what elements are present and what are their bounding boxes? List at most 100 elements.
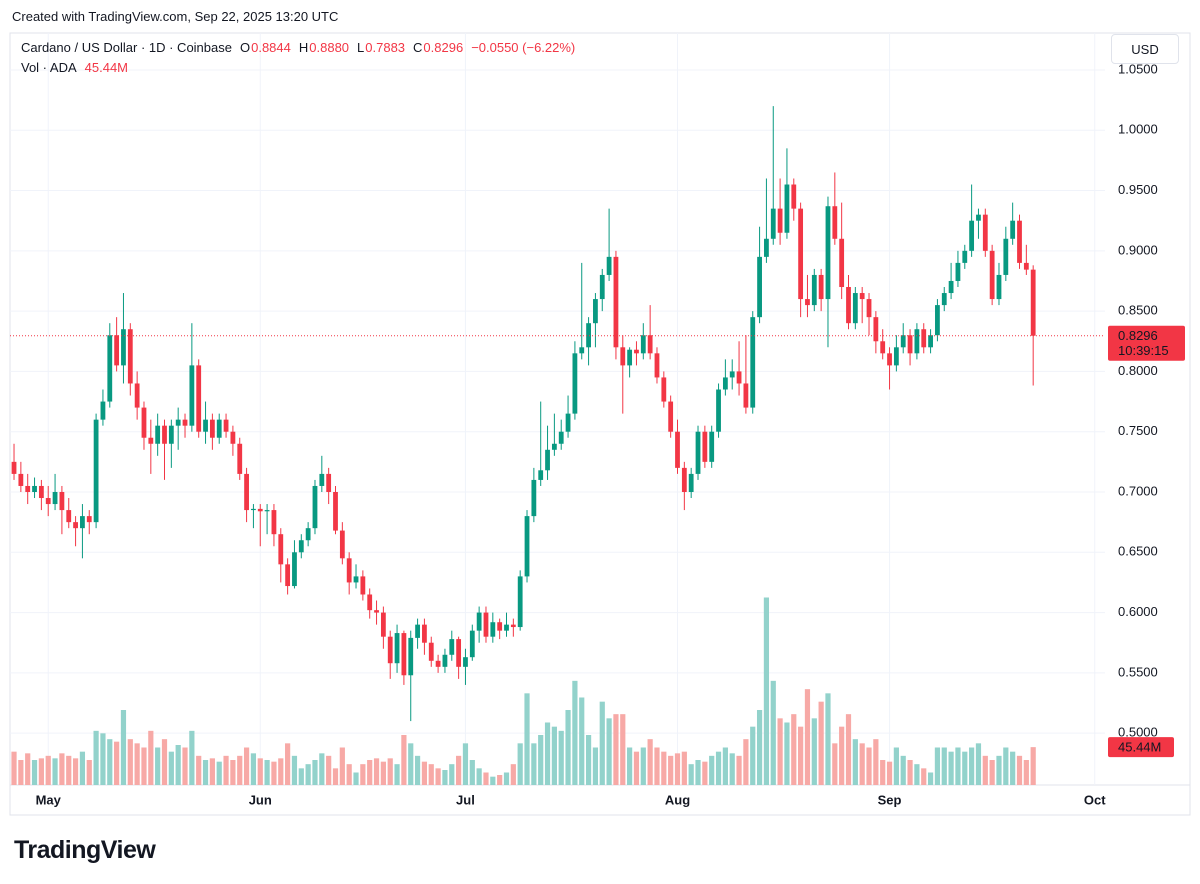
candle-body <box>134 383 140 408</box>
candle-body <box>777 208 783 233</box>
candle-body <box>935 305 940 336</box>
volume-bar <box>18 760 24 785</box>
candle-body <box>989 250 995 300</box>
candle-body <box>305 528 311 541</box>
volume-bar <box>750 726 756 785</box>
volume-bar <box>367 760 373 785</box>
volume-label: Vol · ADA <box>21 60 77 75</box>
volume-bar <box>414 755 421 785</box>
volume-bar <box>510 764 516 785</box>
candle-body <box>565 413 571 432</box>
volume-bar <box>250 753 257 785</box>
ohlc-label: O <box>239 40 251 55</box>
volume-bar <box>1003 747 1009 785</box>
candle-body <box>736 371 742 384</box>
candle-body <box>770 208 776 239</box>
volume-bar <box>722 747 728 785</box>
y-tick-label: 0.9000 <box>1118 242 1158 257</box>
candle-body <box>955 262 961 281</box>
y-tick-label: 0.7000 <box>1118 483 1158 498</box>
y-tick-label: 0.9500 <box>1118 182 1158 197</box>
volume-bar <box>633 751 640 785</box>
candle-body <box>80 516 85 529</box>
volume-bar <box>421 761 428 785</box>
volume-bar <box>729 753 735 785</box>
volume-bar <box>189 730 195 785</box>
candle-body <box>428 642 434 661</box>
ohlc-value: 0.8880 <box>309 40 350 55</box>
price-label: 0.8296 <box>1118 328 1158 343</box>
candle-body <box>866 299 872 318</box>
volume-bar <box>380 761 386 785</box>
volume-bar <box>695 760 701 785</box>
volume-bar <box>339 747 345 785</box>
candle-body <box>606 256 612 275</box>
candle-body <box>237 443 243 474</box>
candle-body <box>586 323 591 348</box>
volume-bar <box>777 718 783 785</box>
candle-body <box>415 624 420 638</box>
candle-body <box>996 274 1002 300</box>
candle-body <box>422 624 427 643</box>
candle-body <box>627 349 633 366</box>
ohlc-label: L <box>357 40 365 55</box>
volume-bar <box>312 760 318 785</box>
volume-bar <box>360 764 366 785</box>
volume-bar <box>681 751 687 785</box>
legend: Cardano / US Dollar · 1D · Coinbase O 0.8… <box>21 40 575 55</box>
volume-bar <box>893 747 899 785</box>
candle-body <box>127 329 133 384</box>
volume-bar <box>394 764 400 785</box>
candle-body <box>764 238 769 257</box>
ohlc-value: 0.7883 <box>365 40 406 55</box>
candle-body <box>640 335 646 354</box>
volume-bar <box>784 722 790 785</box>
candle-body <box>887 353 892 366</box>
candle-body <box>852 293 858 324</box>
candle-body <box>100 401 106 420</box>
candle-body <box>25 485 31 492</box>
y-tick-label: 0.6500 <box>1118 544 1158 559</box>
volume-bar <box>387 758 393 785</box>
candle-body <box>846 287 851 324</box>
volume-bar <box>585 735 592 785</box>
volume-bar <box>503 772 510 785</box>
volume-bar <box>435 768 441 785</box>
candle-body <box>558 431 564 444</box>
volume-bar <box>798 726 804 785</box>
candle-body <box>326 473 332 492</box>
volume-bar <box>579 697 585 785</box>
volume-bar <box>243 747 250 785</box>
volume-bar <box>148 730 154 785</box>
volume-bar <box>120 710 127 785</box>
candle-body <box>647 335 653 354</box>
candle-body <box>839 238 845 288</box>
volume-bar <box>804 689 811 785</box>
candle-body <box>346 558 352 583</box>
y-tick-label: 0.8500 <box>1118 303 1158 318</box>
candle-body <box>880 341 886 354</box>
volume-bar <box>811 718 817 785</box>
candle-body <box>490 622 496 637</box>
candle-body <box>264 510 270 512</box>
currency-button[interactable]: USD <box>1111 34 1179 64</box>
candle-body <box>716 389 721 432</box>
candle-body <box>114 335 120 366</box>
candle-body <box>750 317 756 408</box>
volume-bar <box>462 743 469 785</box>
candle-body <box>168 425 174 444</box>
candle-body <box>319 473 325 486</box>
candle-body <box>1023 262 1029 270</box>
volume-bar <box>182 747 188 785</box>
volume-bar <box>107 739 113 785</box>
volume-bar <box>408 743 414 785</box>
candle-body <box>292 552 297 587</box>
candle-body <box>442 654 448 667</box>
volume-bar <box>326 755 332 785</box>
volume-bar <box>45 755 51 785</box>
x-tick-label: Oct <box>1084 792 1106 807</box>
volume-bar <box>264 760 270 785</box>
volume-bar <box>86 760 92 785</box>
x-tick-label: Jun <box>249 792 272 807</box>
